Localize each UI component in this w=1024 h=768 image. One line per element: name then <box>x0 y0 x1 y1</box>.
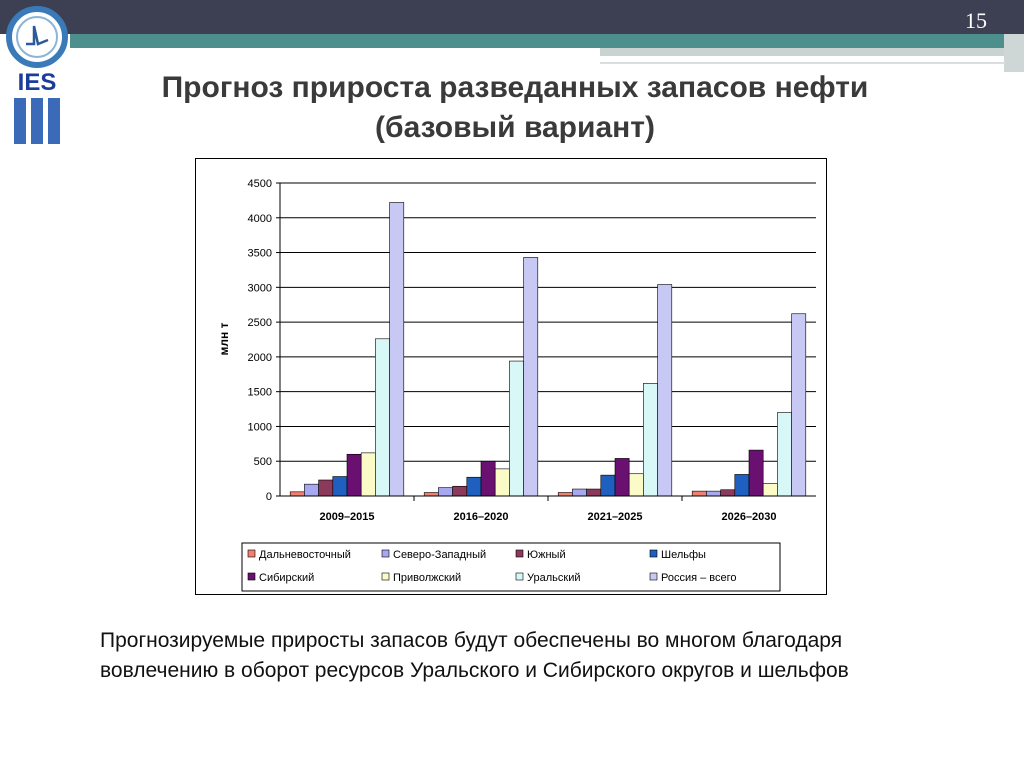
legend-swatch <box>649 572 658 581</box>
legend-swatch <box>381 549 390 558</box>
bar <box>614 458 630 497</box>
bar <box>748 449 764 497</box>
legend-swatch <box>515 572 524 581</box>
bar <box>720 489 736 497</box>
y-tick-label: 3000 <box>248 282 272 294</box>
x-tick-label: 2021–2025 <box>587 511 642 523</box>
bar <box>452 485 468 497</box>
y-axis-label: млн т <box>217 322 231 355</box>
y-tick-label: 500 <box>254 456 272 468</box>
header-thin-line <box>600 62 1005 64</box>
legend-label: Приволжский <box>393 572 461 584</box>
bar <box>643 383 658 497</box>
legend-swatch <box>649 549 658 558</box>
bar <box>375 338 390 497</box>
legend-swatch <box>247 572 256 581</box>
bar <box>360 452 376 497</box>
bar <box>762 483 778 497</box>
legend-label: Северо-Западный <box>393 549 486 561</box>
page-number: 15 <box>965 8 987 33</box>
bar <box>691 490 707 497</box>
y-tick-label: 3500 <box>248 248 272 260</box>
header-grey-block <box>1004 34 1024 72</box>
chart-frame: 0 500 1000 1500 2000 2500 3000 3500 4000 4500 2009… <box>195 158 827 595</box>
legend-swatch <box>381 572 390 581</box>
header-grey-bar <box>600 48 1024 56</box>
legend-label: Дальневосточный <box>259 549 351 561</box>
legend-label: Сибирский <box>259 572 314 584</box>
x-tick-label: 2026–2030 <box>721 511 776 523</box>
bar <box>318 479 334 497</box>
legend-label: Южный <box>527 549 566 561</box>
y-tick-label: 2500 <box>248 317 272 329</box>
header-dark-bar <box>0 0 1024 34</box>
title-line-2: (базовый вариант) <box>375 111 655 144</box>
legend-box <box>241 542 781 592</box>
y-tick-label: 1500 <box>248 387 272 399</box>
page-title: Прогноз прироста разведанных запасов неф… <box>100 68 930 148</box>
bar <box>438 487 453 497</box>
bar <box>734 474 750 497</box>
bar <box>586 488 602 497</box>
bar-chart: 0 500 1000 1500 2000 2500 3000 3500 4000 4500 2009… <box>217 178 816 592</box>
legend-swatch <box>515 549 524 558</box>
bar <box>423 492 439 497</box>
bar <box>791 313 807 497</box>
x-tick-label: 2009–2015 <box>319 511 374 523</box>
bar <box>523 257 539 497</box>
logo-text: IES <box>18 69 57 96</box>
ies-logo: IES <box>6 6 68 144</box>
bar <box>628 473 644 497</box>
bar <box>572 488 587 497</box>
title-line-1: Прогноз прироста разведанных запасов неф… <box>161 71 869 104</box>
bar <box>557 492 573 497</box>
bar <box>466 476 482 497</box>
legend-label: Шельфы <box>661 549 706 561</box>
bar <box>777 412 792 497</box>
legend-label: Россия – всего <box>661 572 737 584</box>
bar <box>657 284 673 497</box>
legend-swatch <box>247 549 256 558</box>
bar <box>289 491 305 497</box>
bar <box>332 476 348 497</box>
y-tick-label: 0 <box>266 491 272 503</box>
x-tick-label: 2016–2020 <box>453 511 508 523</box>
bar <box>480 460 496 497</box>
y-tick-label: 2000 <box>248 352 272 364</box>
bar <box>600 474 616 497</box>
y-tick-label: 4500 <box>248 178 272 190</box>
bar <box>509 360 524 497</box>
caption-text: Прогнозируемые приросты запасов будут об… <box>100 629 849 682</box>
y-tick-label: 4000 <box>248 213 272 225</box>
legend-label: Уральский <box>527 572 580 584</box>
bar <box>389 202 405 497</box>
bar <box>346 453 362 497</box>
bar <box>494 468 510 497</box>
y-tick-label: 1000 <box>248 421 272 433</box>
bar <box>706 490 721 497</box>
header-teal-bar <box>70 34 1024 48</box>
bar <box>304 483 319 497</box>
